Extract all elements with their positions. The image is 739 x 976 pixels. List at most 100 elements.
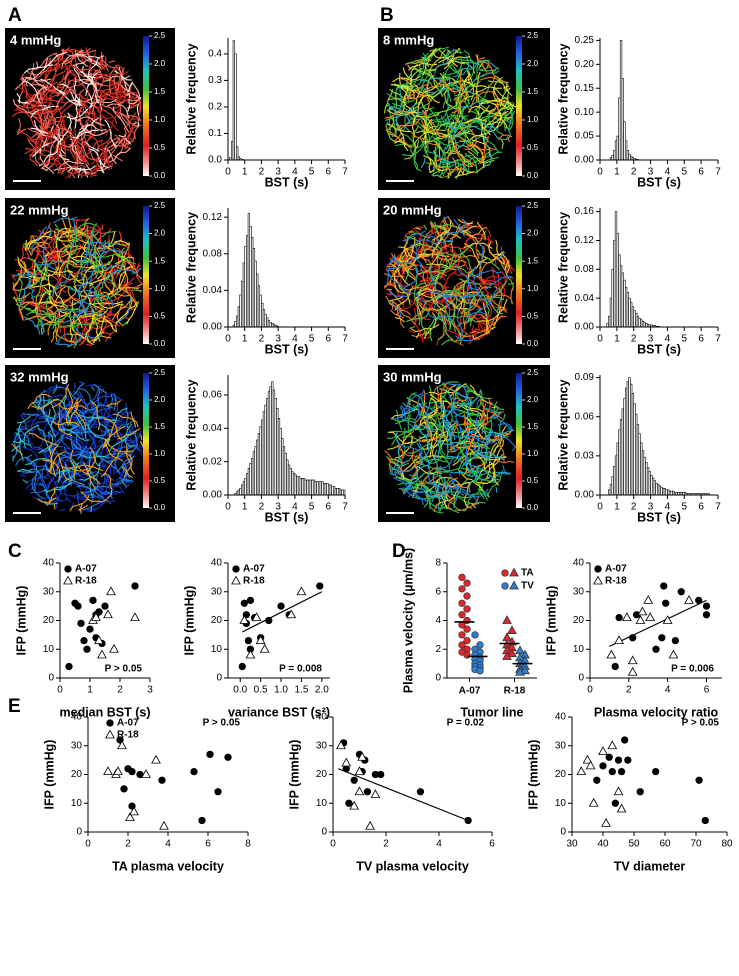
point — [74, 602, 82, 610]
x-tick-label: 7 — [715, 502, 721, 513]
colorbar-tick-label: 0.0 — [527, 171, 539, 180]
y-tick-label: 40 — [43, 558, 55, 569]
point — [198, 816, 206, 825]
y-tick-label: 0 — [76, 827, 82, 838]
y-tick-label: 0.15 — [575, 83, 595, 94]
colorbar-tick-label: 1.5 — [527, 87, 539, 96]
point — [357, 751, 368, 761]
point — [588, 797, 599, 807]
x-tick-label: 4 — [665, 685, 671, 696]
y-tick-label: 40 — [71, 712, 83, 723]
y-tick-label: 40 — [555, 712, 567, 723]
y-tick-label: 0.04 — [575, 293, 595, 304]
y-tick-label: 0.10 — [575, 107, 595, 118]
y-tick-label: 0.25 — [575, 35, 595, 46]
point — [608, 767, 616, 776]
panel-letter: E — [8, 696, 21, 717]
x-tick-label: 3 — [275, 167, 281, 178]
y-tick-label: 20 — [316, 769, 328, 780]
point — [695, 596, 703, 605]
vessel-network — [386, 215, 513, 342]
y-tick-label: 0.05 — [575, 131, 595, 142]
colorbar-tick-label: 1.0 — [527, 449, 539, 458]
x-tick-label: 0 — [85, 839, 91, 850]
y-tick-label: 0.00 — [203, 490, 223, 501]
point — [120, 785, 128, 793]
point — [701, 816, 709, 825]
trend-line — [609, 599, 707, 647]
point — [601, 818, 611, 827]
point — [652, 767, 660, 776]
x-axis-label: Tumor line — [461, 705, 524, 719]
legend-label: A-07 — [243, 564, 265, 575]
x-tick-label: 1 — [614, 334, 620, 345]
point — [507, 625, 517, 634]
x-tick-label: 3 — [275, 502, 281, 513]
point — [613, 786, 624, 796]
x-tick-label: 50 — [628, 839, 640, 850]
y-tick-label: 0 — [560, 827, 566, 838]
point — [117, 740, 127, 750]
colorbar-tick-label: 1.0 — [154, 115, 166, 124]
image-label: 22 mmHg — [10, 202, 69, 217]
point — [611, 662, 619, 671]
point — [611, 799, 620, 807]
y-tick-label: 0 — [321, 827, 327, 838]
point — [159, 820, 169, 830]
y-tick-label: 0.0 — [208, 155, 222, 166]
point — [599, 762, 607, 770]
x-axis-label: BST (s) — [637, 510, 681, 524]
x-tick-label: 1 — [242, 167, 248, 178]
x-tick-label: 4 — [292, 502, 298, 513]
colorbar-tick-label: 0.0 — [154, 503, 166, 512]
legend-label: A-07 — [117, 718, 139, 729]
y-tick-label: 10 — [211, 644, 223, 655]
x-tick-label: 7 — [715, 334, 721, 345]
point — [370, 789, 381, 799]
y-tick-label: 30 — [211, 586, 223, 597]
trend-line — [242, 591, 323, 633]
colorbar-tick-label: 1.0 — [154, 284, 166, 293]
point — [354, 766, 365, 776]
point — [652, 645, 660, 653]
x-tick-label: 1.0 — [274, 685, 288, 696]
vessel-network — [384, 54, 513, 178]
x-tick-label: 2 — [631, 167, 637, 178]
point — [476, 667, 484, 675]
point — [645, 612, 656, 622]
x-tick-label: A-07 — [459, 686, 481, 697]
point — [463, 579, 471, 587]
legend-marker — [106, 719, 114, 727]
y-tick-label: 0.00 — [575, 155, 595, 166]
point — [520, 665, 530, 675]
colorbar-tick-label: 1.5 — [527, 422, 539, 431]
point — [458, 585, 466, 593]
x-tick-label: 7 — [715, 167, 721, 178]
colorbar-tick-label: 0.0 — [154, 339, 166, 348]
y-tick-label: 0.00 — [575, 490, 595, 501]
point — [91, 612, 101, 622]
point — [463, 636, 471, 645]
x-tick-label: 6 — [205, 839, 211, 850]
x-tick-label: 6 — [326, 334, 332, 345]
y-tick-label: 0.12 — [575, 235, 595, 246]
panel-letter: A — [8, 5, 22, 26]
y-tick-label: 6 — [435, 586, 441, 597]
x-tick-label: 3 — [147, 685, 153, 696]
x-axis-label: variance BST (s²) — [228, 705, 330, 719]
point — [141, 769, 151, 778]
x-tick-label: 30 — [566, 839, 578, 850]
x-tick-label: 6 — [704, 685, 710, 696]
x-axis-label: BST (s) — [265, 342, 309, 356]
point — [255, 635, 266, 645]
point — [151, 754, 161, 764]
y-tick-label: 40 — [211, 558, 223, 569]
x-tick-label: 2 — [259, 334, 265, 345]
point — [238, 662, 246, 671]
point — [614, 635, 625, 645]
y-tick-label: 30 — [43, 586, 55, 597]
point — [125, 812, 135, 822]
point — [627, 655, 638, 665]
x-tick-label: 2 — [125, 839, 131, 850]
